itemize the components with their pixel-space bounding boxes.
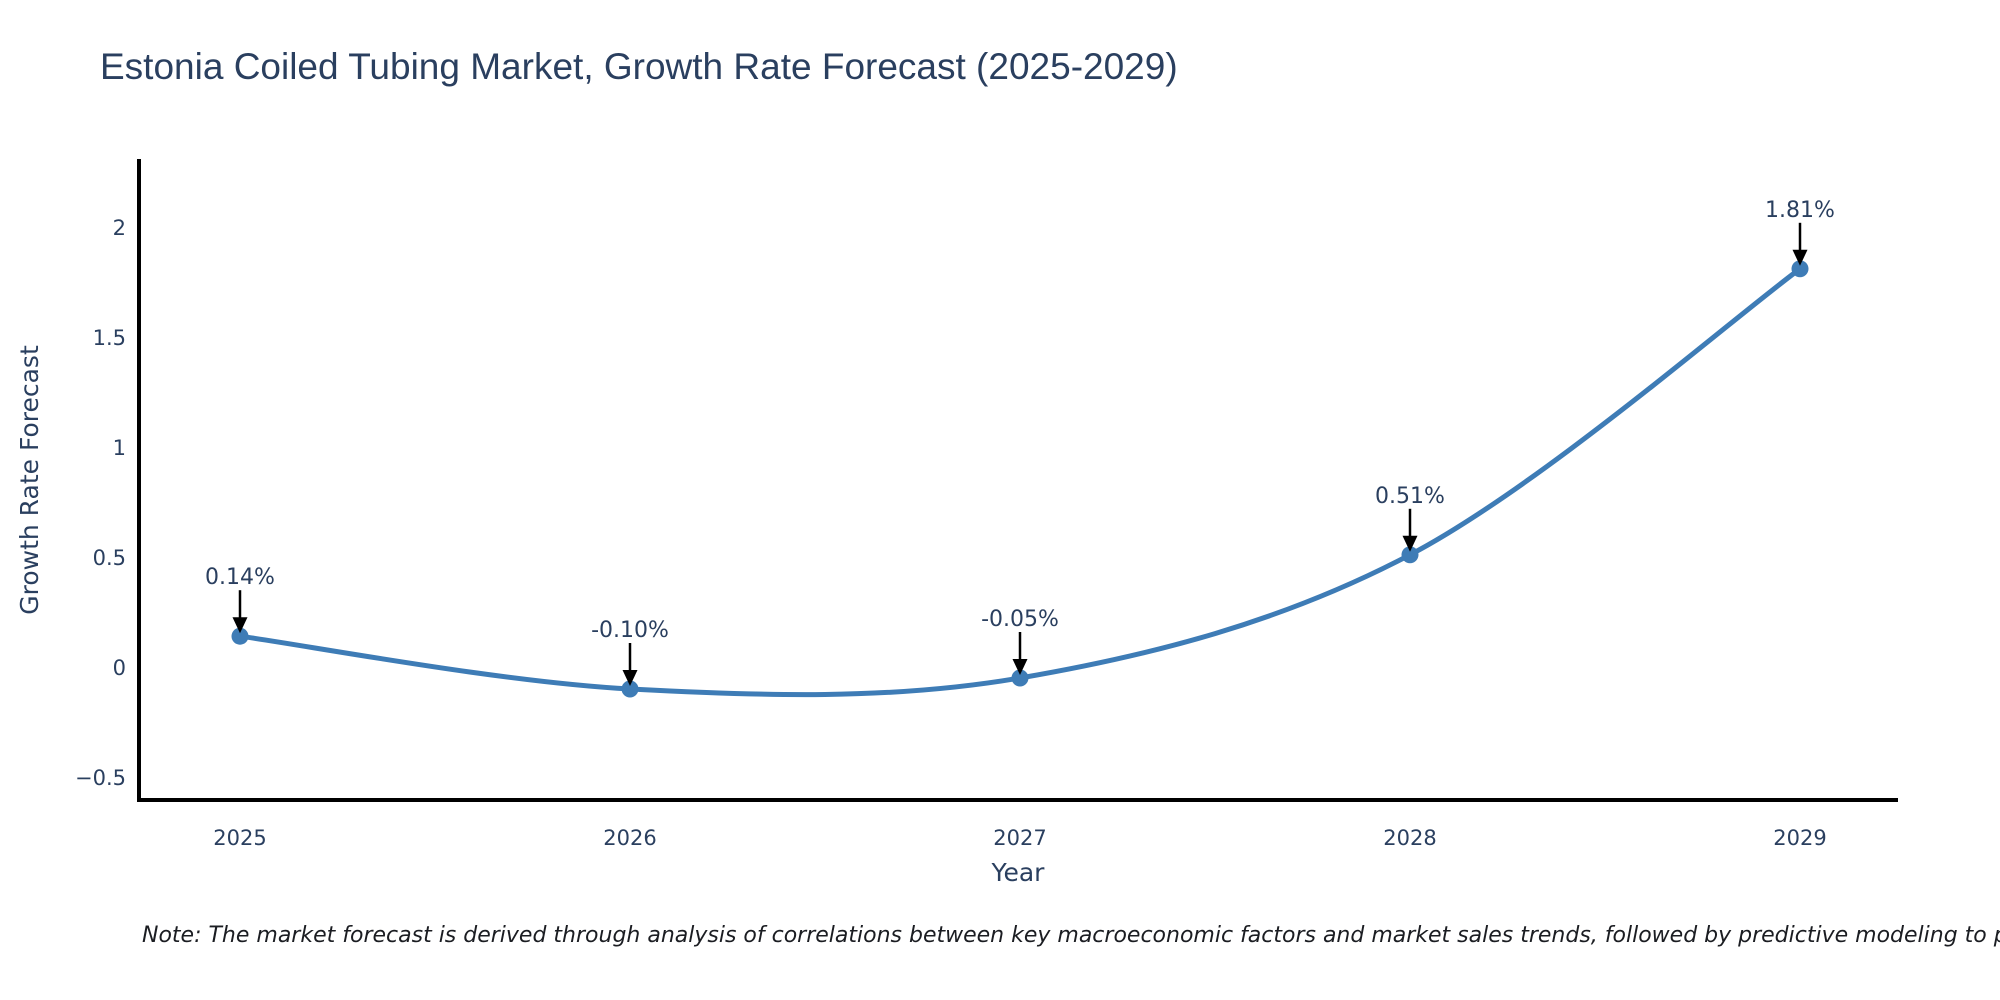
x-tick-label: 2028: [1383, 826, 1436, 850]
data-point-label: -0.10%: [591, 618, 669, 643]
data-point-label: 0.51%: [1375, 484, 1445, 509]
chart-title: Estonia Coiled Tubing Market, Growth Rat…: [100, 46, 1178, 87]
x-tick-label: 2026: [603, 826, 656, 850]
series-line: [237, 266, 1803, 698]
data-point-marker: [621, 680, 639, 698]
annotation-arrowhead: [232, 617, 248, 634]
x-tick-label: 2027: [993, 826, 1046, 850]
data-point-marker: [231, 627, 249, 645]
data-point-label: 0.14%: [205, 565, 275, 590]
y-tick-label: 1: [113, 436, 126, 460]
y-tick-label: −0.5: [75, 766, 126, 790]
annotation-arrowhead: [1402, 535, 1418, 552]
data-point-label: 1.81%: [1765, 198, 1835, 223]
x-axis-title: Year: [991, 858, 1046, 887]
y-tick-label: 1.5: [93, 326, 126, 350]
footnote: Note: The market forecast is derived thr…: [142, 923, 2000, 948]
x-axis-tick-labels: 2025 2026 2027 2028 2029: [213, 826, 1826, 850]
annotation-arrowhead: [1792, 249, 1808, 266]
data-point-marker: [1401, 546, 1419, 564]
x-tick-label: 2029: [1773, 826, 1826, 850]
y-axis-title: Growth Rate Forecast: [15, 345, 44, 615]
x-tick-label: 2025: [213, 826, 266, 850]
y-tick-label: 2: [113, 216, 126, 240]
y-tick-label: 0: [113, 656, 126, 680]
annotation-arrowhead: [622, 670, 638, 686]
line-series: [231, 260, 1809, 698]
data-point-marker: [1011, 669, 1029, 687]
data-point-label: -0.05%: [981, 607, 1059, 632]
annotation-arrowhead: [1012, 659, 1028, 675]
data-point-marker: [1791, 260, 1809, 278]
data-point-annotations: 0.14% -0.10% -0.05% 0.51% 1.81%: [205, 198, 1835, 686]
y-axis-tick-labels: 2 1.5 1 0.5 0 −0.5: [75, 216, 126, 790]
y-tick-label: 0.5: [93, 546, 126, 570]
